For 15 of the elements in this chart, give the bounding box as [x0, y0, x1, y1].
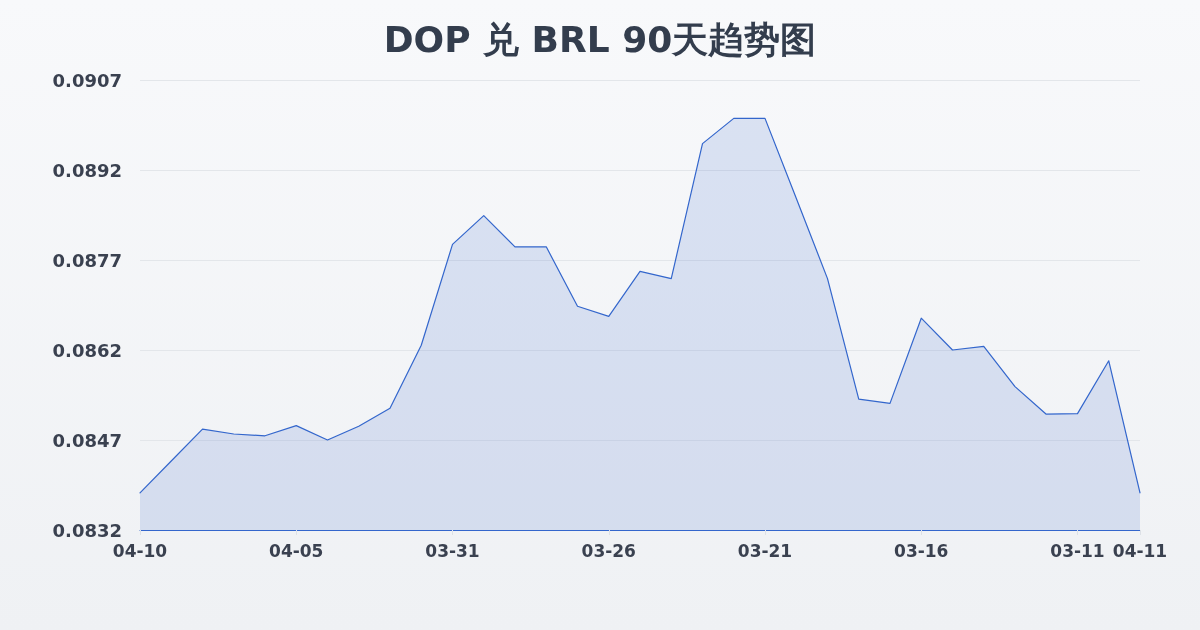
y-tick-label: 0.0877 [52, 249, 122, 271]
x-tick-label: 03-21 [737, 540, 793, 561]
x-tick-label: 04-11 [1112, 540, 1168, 561]
y-tick-label: 0.0862 [52, 339, 122, 361]
x-tick-label: 03-26 [581, 540, 636, 561]
x-tick-label: 03-31 [425, 540, 480, 561]
x-tick-label: 04-05 [269, 540, 324, 561]
y-tick-label: 0.0907 [52, 69, 122, 91]
chart-title: DOP 兑 BRL 90天趋势图 [383, 18, 817, 60]
x-tick-label: 04-10 [112, 540, 168, 561]
y-tick-label: 0.0847 [52, 429, 122, 451]
x-tick-label: 03-16 [894, 540, 949, 561]
y-tick-label: 0.0832 [52, 519, 122, 541]
x-tick-label: 03-11 [1050, 540, 1105, 561]
y-tick-label: 0.0892 [52, 159, 122, 181]
